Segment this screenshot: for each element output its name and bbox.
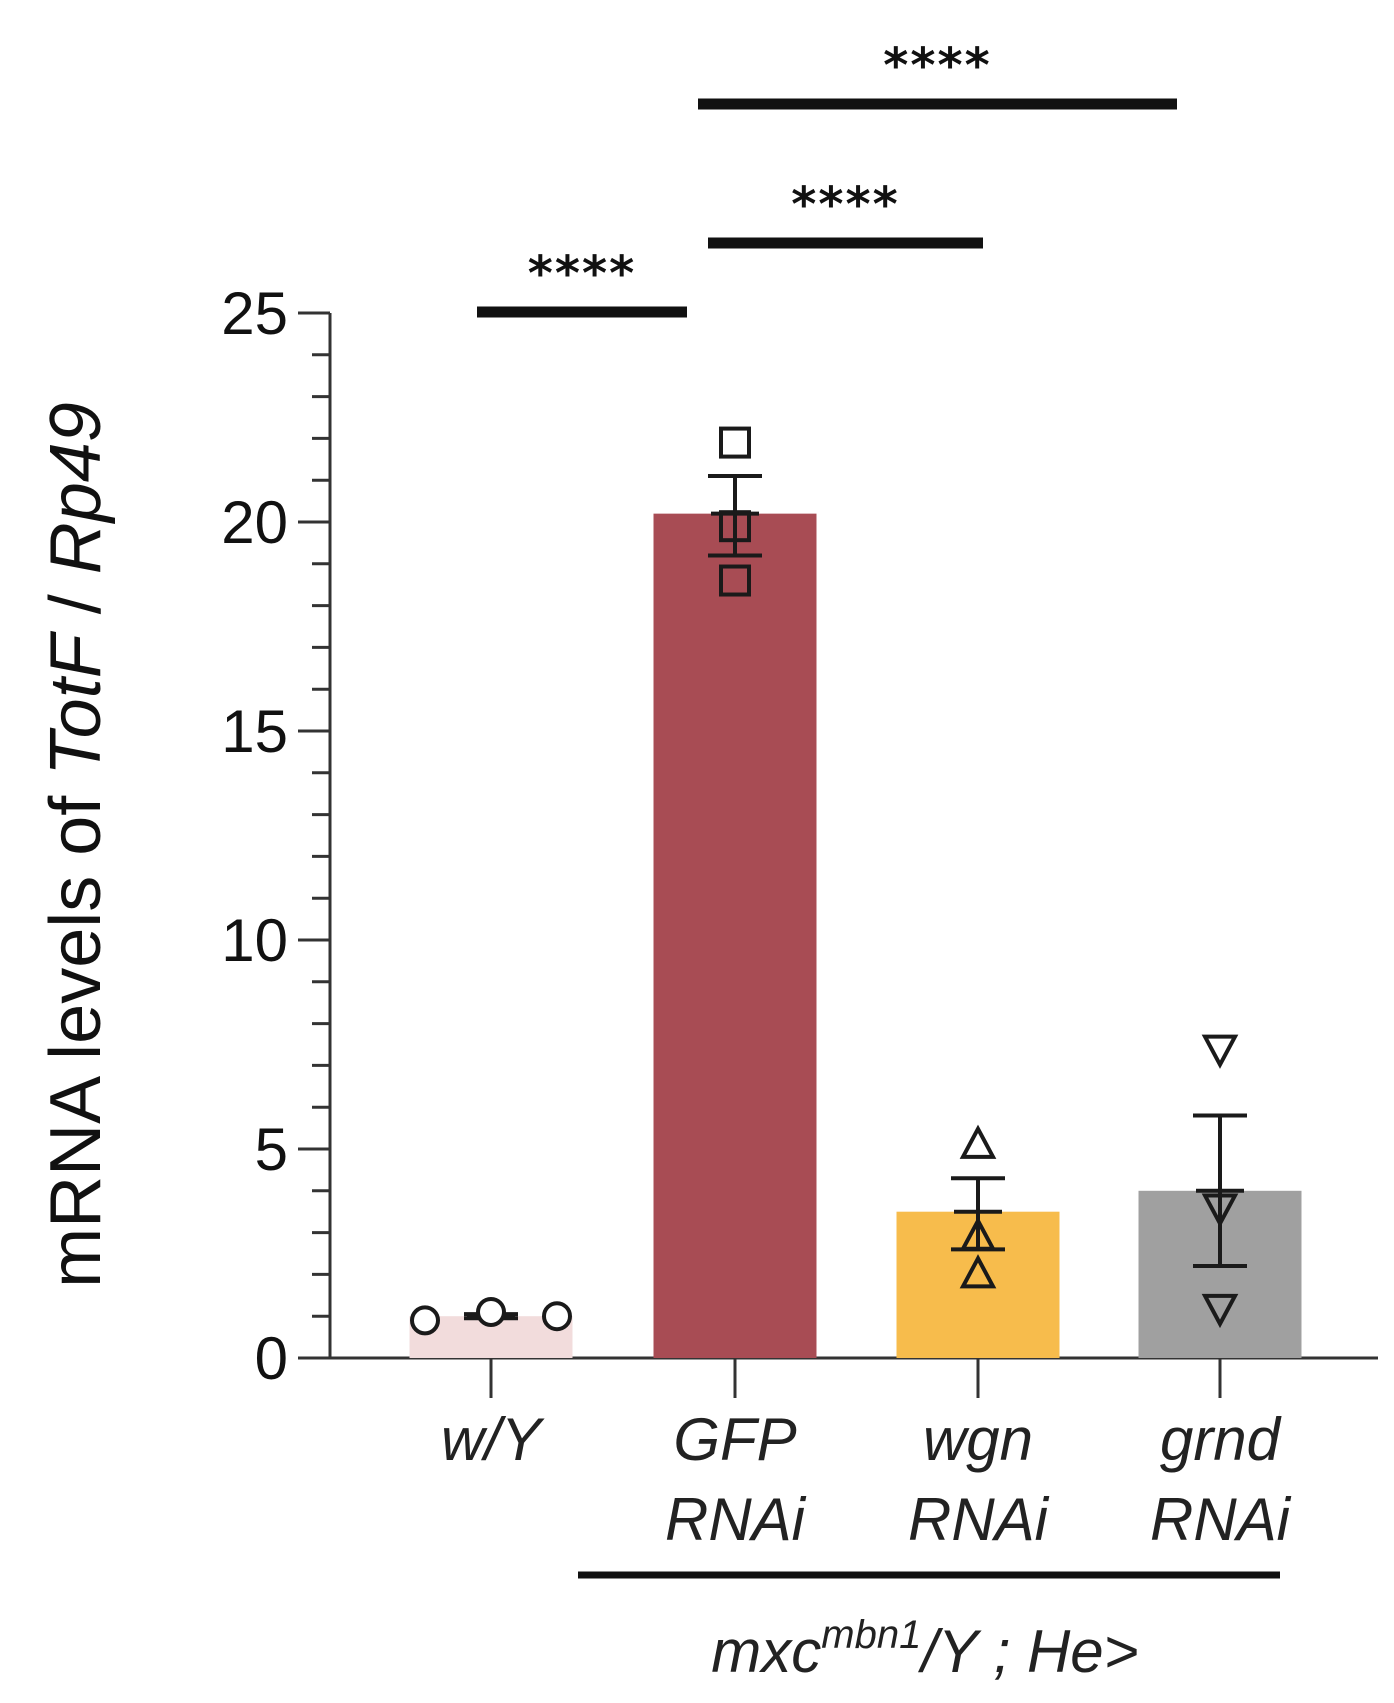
significance-label: **** bbox=[883, 38, 991, 94]
data-point-square bbox=[719, 564, 751, 597]
x-category-label-line1: wgn bbox=[923, 1406, 1033, 1473]
x-category-label-line1: w/Y bbox=[441, 1406, 545, 1473]
data-point-circle bbox=[542, 1301, 572, 1332]
y-axis-title-gene1: TotF bbox=[36, 630, 116, 775]
data-point-circle bbox=[476, 1297, 506, 1328]
y-tick-label: 0 bbox=[255, 1325, 288, 1392]
y-axis-title-gene2: Rp49 bbox=[36, 402, 116, 574]
data-point-triangle-up bbox=[959, 1124, 997, 1159]
data-point-triangle-up bbox=[959, 1254, 997, 1289]
significance-brackets: **** **** **** bbox=[477, 38, 1177, 318]
bar-2 bbox=[653, 513, 817, 1358]
y-tick-label: 10 bbox=[221, 907, 288, 974]
data-points bbox=[410, 426, 1239, 1336]
data-point-triangle-down bbox=[1201, 1193, 1239, 1228]
y-axis-title-sep: / bbox=[36, 574, 116, 634]
y-tick-label: 5 bbox=[255, 1116, 288, 1183]
data-point-triangle-up bbox=[959, 1216, 997, 1251]
x-category-label-line2: RNAi bbox=[1150, 1486, 1292, 1553]
y-tick-label: 20 bbox=[221, 489, 288, 556]
data-point-square bbox=[719, 426, 751, 459]
group-label: mxcmbn1/Y ; He> bbox=[711, 1613, 1138, 1685]
data-point-square bbox=[719, 510, 751, 543]
significance-label: **** bbox=[528, 246, 636, 302]
data-point-circle bbox=[410, 1305, 440, 1336]
x-category-label-line2: RNAi bbox=[665, 1486, 807, 1553]
group-label-base: mxc bbox=[711, 1618, 821, 1685]
data-point-triangle-down bbox=[1201, 1034, 1239, 1069]
y-axis-title: mRNA levels of TotF / Rp49 bbox=[36, 402, 116, 1288]
significance-label: **** bbox=[791, 177, 899, 233]
x-category-label-line1: GFP bbox=[673, 1406, 796, 1473]
y-tick-label: 15 bbox=[221, 698, 288, 765]
y-tick-label: 25 bbox=[221, 280, 288, 347]
data-point-triangle-down bbox=[1201, 1293, 1239, 1329]
group-label-sup: mbn1 bbox=[821, 1613, 921, 1657]
error-bars bbox=[464, 474, 1247, 1321]
bars bbox=[409, 513, 1302, 1358]
y-axis-title-prefix: mRNA levels of bbox=[36, 776, 116, 1288]
x-category-label-line2: RNAi bbox=[908, 1486, 1050, 1553]
x-category-label-line1: grnd bbox=[1160, 1406, 1282, 1473]
category-labels: w/Y GFP RNAi wgn RNAi grnd RNAi bbox=[441, 1406, 1292, 1553]
group-label-rest: /Y ; He> bbox=[917, 1618, 1138, 1685]
